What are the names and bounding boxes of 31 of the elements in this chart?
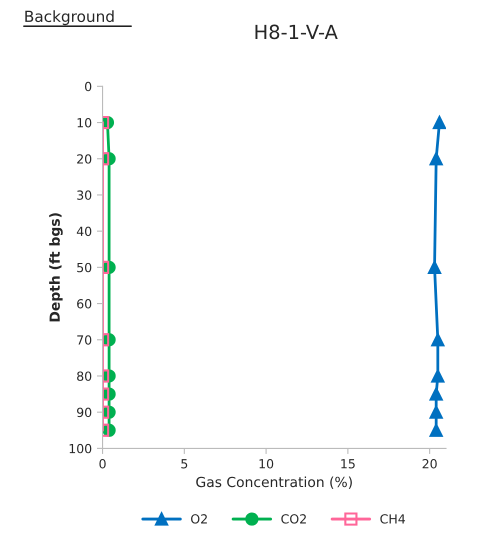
y-tick-label: 30: [77, 190, 92, 200]
point: [431, 369, 444, 383]
y-tick-label: 90: [77, 408, 92, 418]
y-tick-label: 100: [70, 444, 92, 454]
x-axis-title: Gas Concentration (%): [196, 476, 352, 489]
point: [430, 424, 443, 437]
point: [428, 260, 442, 274]
point: [430, 152, 443, 166]
chart-title: H8-1-V-A: [256, 24, 338, 40]
y-tick-label: 60: [77, 299, 92, 308]
x-tick-label: 15: [341, 459, 355, 468]
y-tick-label: 20: [77, 154, 92, 164]
y-tick-label: 0: [85, 82, 92, 92]
legend-label: CH4: [380, 514, 406, 524]
text: Background: [25, 10, 114, 26]
point: [432, 116, 446, 130]
x-tick-label: 0: [99, 459, 106, 468]
x-tick-label: 10: [260, 459, 274, 468]
point: [430, 387, 443, 401]
y-tick-label: 70: [77, 335, 92, 345]
x-tick-label: 5: [181, 459, 188, 468]
point: [430, 406, 443, 419]
y-axis-title: Depth (ft bgs): [49, 213, 63, 322]
point: [431, 333, 444, 346]
legend-label: CO2: [281, 514, 306, 524]
y-tick-label: 10: [78, 118, 92, 128]
y-tick-label: 40: [76, 226, 92, 236]
y-tick-label: 50: [77, 262, 92, 272]
x-tick-label: 20: [422, 459, 437, 468]
y-tick-label: 80: [77, 371, 92, 381]
legend-label: O2: [191, 514, 207, 524]
